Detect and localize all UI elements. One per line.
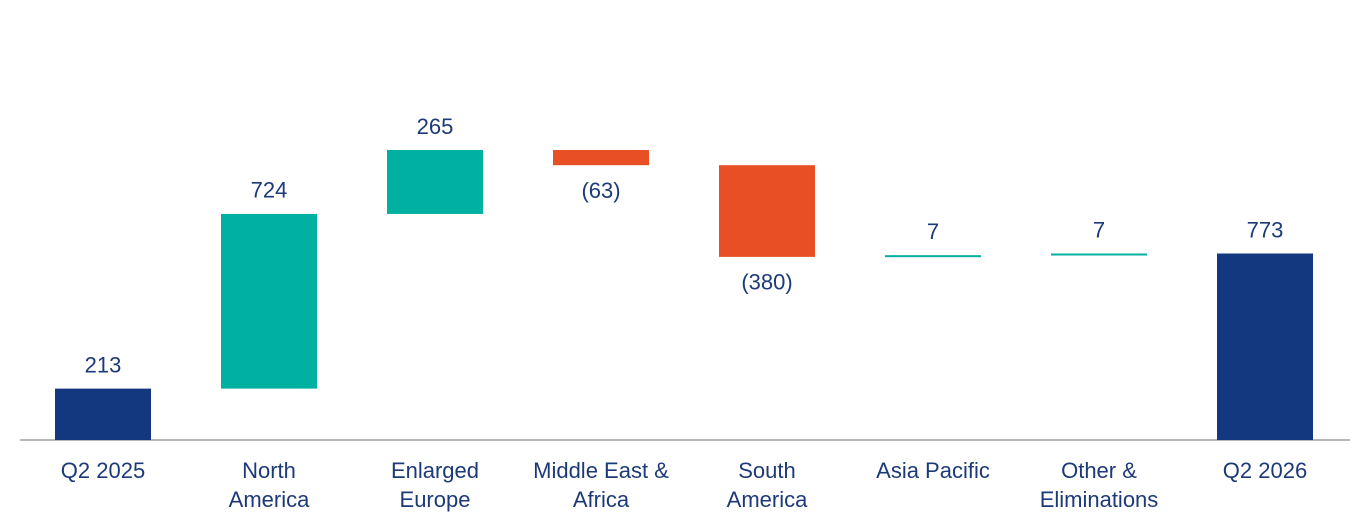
bar [553, 150, 649, 166]
bar [55, 388, 151, 440]
x-tick-label: Middle East & Africa [533, 458, 669, 512]
value-label: 7 [1093, 217, 1105, 242]
value-label: 724 [251, 178, 288, 203]
x-tick-label: Asia Pacific [876, 458, 990, 483]
bar [387, 150, 483, 214]
value-label: (63) [581, 178, 620, 203]
bar [221, 213, 317, 389]
value-label: (380) [741, 270, 792, 295]
value-label: 773 [1247, 217, 1284, 242]
bar [1051, 253, 1147, 256]
value-label: 265 [417, 114, 454, 139]
bar [885, 255, 981, 258]
bar [719, 165, 815, 257]
x-tick-label: North America [228, 458, 310, 512]
bar [1217, 253, 1313, 440]
x-tick-label: Other & Eliminations [1039, 458, 1159, 512]
value-label: 213 [85, 352, 122, 377]
value-label: 7 [927, 219, 939, 244]
x-tick-label: South America [726, 458, 808, 512]
x-tick-label: Enlarged Europe [390, 458, 480, 512]
x-tick-label: Q2 2026 [1222, 458, 1308, 483]
x-tick-label: Q2 2025 [60, 458, 146, 483]
